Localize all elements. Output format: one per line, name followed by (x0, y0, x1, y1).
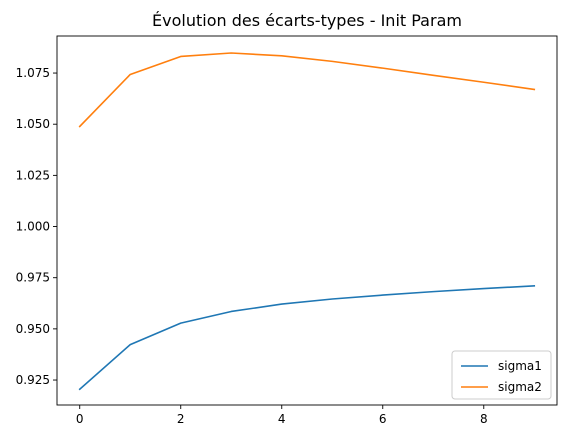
y-tick-label: 0.950 (16, 322, 50, 336)
series-line-sigma2 (78, 52, 536, 128)
y-tick-label: 1.025 (16, 168, 50, 182)
x-tick-label: 2 (177, 412, 185, 426)
y-tick-label: 0.975 (16, 271, 50, 285)
axes-frame (56, 35, 558, 406)
y-tick-label: 1.075 (16, 66, 50, 80)
legend-label-sigma1: sigma1 (498, 359, 542, 373)
y-tick-label: 0.925 (16, 373, 50, 387)
legend: sigma1 sigma2 (451, 350, 552, 400)
x-tick-label: 0 (76, 412, 84, 426)
chart-title: Évolution des écarts-types - Init Param (152, 11, 462, 30)
plot-area (78, 52, 536, 391)
legend-label-sigma2: sigma2 (498, 380, 542, 394)
x-tick-label: 6 (379, 412, 387, 426)
axes: 0 2 4 6 8 0.925 0.950 0.975 1.000 1.025 1.050 1.075 (16, 35, 558, 426)
y-tick-label: 1.000 (16, 220, 50, 234)
x-tick-label: 4 (278, 412, 286, 426)
x-tick-label: 8 (480, 412, 488, 426)
series-line-sigma1 (78, 285, 536, 391)
y-tick-label: 1.050 (16, 117, 50, 131)
